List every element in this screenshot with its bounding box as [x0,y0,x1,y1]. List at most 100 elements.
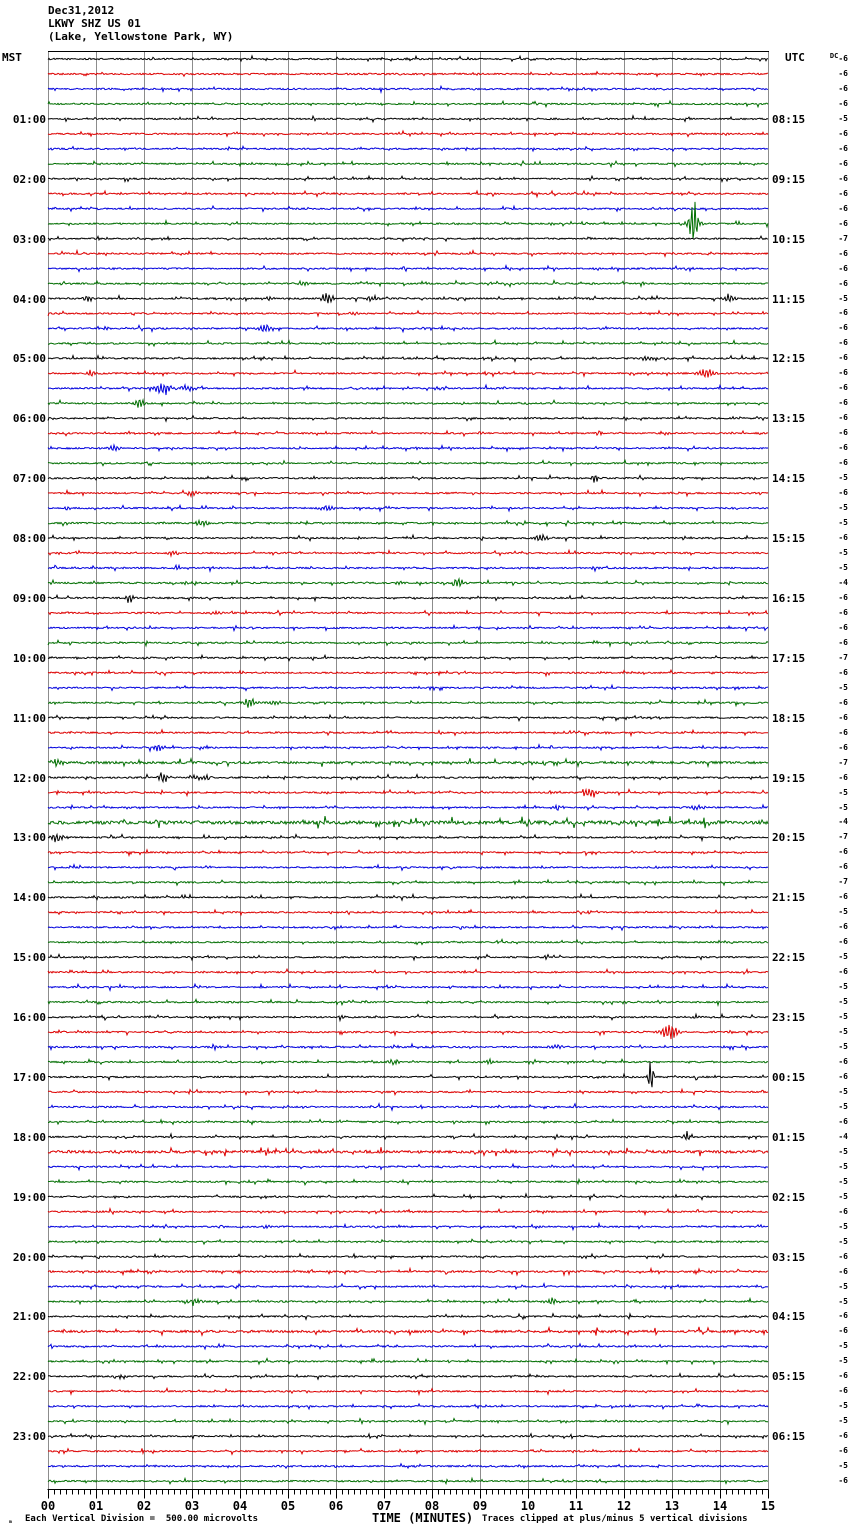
x-tick-label: 05 [280,1499,296,1513]
hour-label-mst: 15:00 [12,951,46,965]
hour-label-mst: 22:00 [12,1370,46,1384]
dc-offset-value: -5 [838,1341,848,1351]
dc-offset-value: -5 [838,518,848,528]
x-tick-label: 02 [136,1499,152,1513]
dc-offset-value: -5 [838,1176,848,1186]
dc-offset-value: -7 [838,757,848,767]
dc-offset-value: -6 [838,1206,848,1216]
dc-offset-value: -6 [838,173,848,183]
hour-label-mst: 17:00 [12,1070,46,1084]
dc-offset-value: -7 [838,233,848,243]
hour-label-mst: 14:00 [12,891,46,905]
dc-offset-value: -7 [838,652,848,662]
hour-label-utc: 03:15 [772,1250,806,1264]
dc-offset-value: -6 [838,1116,848,1126]
dc-offset-value: -4 [838,1131,848,1141]
dc-offset-value: -6 [838,383,848,393]
dc-offset-value: -6 [838,1476,848,1486]
hour-label-utc: 22:15 [772,951,806,965]
dc-offset-value: -5 [838,1027,848,1037]
dc-offset-value: -7 [838,832,848,842]
dc-offset-value: -5 [838,982,848,992]
dc-offset-value: -5 [838,1161,848,1171]
mst-timezone-label: MST [2,51,22,64]
hour-label-utc: 01:15 [772,1130,806,1144]
dc-offset-value: -6 [838,712,848,722]
dc-offset-value: -5 [838,1101,848,1111]
hour-label-mst: 10:00 [12,651,46,665]
dc-offset-value: -7 [838,877,848,887]
dc-offset-value: -6 [838,922,848,932]
hour-label-utc: 19:15 [772,771,806,785]
hour-label-mst: 13:00 [12,831,46,845]
station-location: (Lake, Yellowstone Park, WY) [48,30,234,43]
dc-header: DC [829,52,839,60]
hour-label-utc: 04:15 [772,1310,806,1324]
dc-offset-value: -6 [838,847,848,857]
dc-offset-value: -6 [838,697,848,707]
dc-offset-value: -6 [838,413,848,423]
dc-offset-value: -4 [838,577,848,587]
hour-label-mst: 16:00 [12,1011,46,1025]
x-tick-label: 10 [520,1499,536,1513]
dc-offset-value: -6 [838,83,848,93]
dc-offset-value: -6 [838,428,848,438]
hour-label-utc: 14:15 [772,472,806,486]
dc-offset-value: -6 [838,143,848,153]
hour-label-mst: 09:00 [12,591,46,605]
dc-offset-value: -6 [838,1431,848,1441]
hour-label-utc: 15:15 [772,532,806,546]
dc-offset-value: -6 [838,772,848,782]
hour-label-mst: 02:00 [12,172,46,186]
dc-offset-value: -6 [838,263,848,273]
dc-offset-value: -6 [838,1311,848,1321]
dc-offset-value: DC-6 [829,52,848,63]
dc-offset-value: -6 [838,1266,848,1276]
hour-label-utc: 13:15 [772,412,806,426]
hour-label-utc: 05:15 [772,1370,806,1384]
x-tick-label: 03 [184,1499,200,1513]
dc-offset-value: -5 [838,503,848,513]
dc-offset-value: -6 [838,158,848,168]
dc-offset-value: -5 [838,1296,848,1306]
dc-offset-value: -5 [838,293,848,303]
dc-offset-value: -6 [838,458,848,468]
hour-label-mst: 03:00 [12,232,46,246]
x-tick-label: 09 [472,1499,488,1513]
hour-label-utc: 06:15 [772,1430,806,1444]
dc-offset-value: -6 [838,607,848,617]
scale-note: Each Vertical Division = 500.00 microvol… [25,1514,258,1524]
dc-offset-value: -5 [838,1146,848,1156]
dc-offset-value: -6 [838,278,848,288]
footer-mark: ₘ [8,1516,13,1525]
hour-label-mst: 23:00 [12,1430,46,1444]
dc-offset-value: -6 [838,742,848,752]
dc-offset-value: -5 [838,1012,848,1022]
dc-offset-value: -6 [838,218,848,228]
hour-label-utc: 21:15 [772,891,806,905]
dc-offset-value: -6 [838,1326,848,1336]
dc-offset-value: -6 [838,308,848,318]
dc-offset-value: -6 [838,727,848,737]
dc-offset-value: -6 [838,622,848,632]
dc-offset-value: -6 [838,188,848,198]
dc-offset-value: -6 [838,368,848,378]
dc-offset-value: -5 [838,997,848,1007]
dc-offset-value: -5 [838,1221,848,1231]
dc-offset-value: -5 [838,473,848,483]
dc-offset-value: -6 [838,1446,848,1456]
hour-label-utc: 18:15 [772,711,806,725]
dc-offset-value: -6 [838,1071,848,1081]
dc-offset-value: -6 [838,637,848,647]
dc-offset-value: -6 [838,1371,848,1381]
hour-label-mst: 07:00 [12,472,46,486]
dc-offset-value: -6 [838,353,848,363]
hour-label-utc: 11:15 [772,292,806,306]
dc-offset-value: -6 [838,892,848,902]
dc-offset-value: -6 [838,533,848,543]
dc-offset-value: -6 [838,862,848,872]
x-tick-label: 13 [664,1499,680,1513]
x-tick-label: 11 [568,1499,584,1513]
hour-label-mst: 11:00 [12,711,46,725]
